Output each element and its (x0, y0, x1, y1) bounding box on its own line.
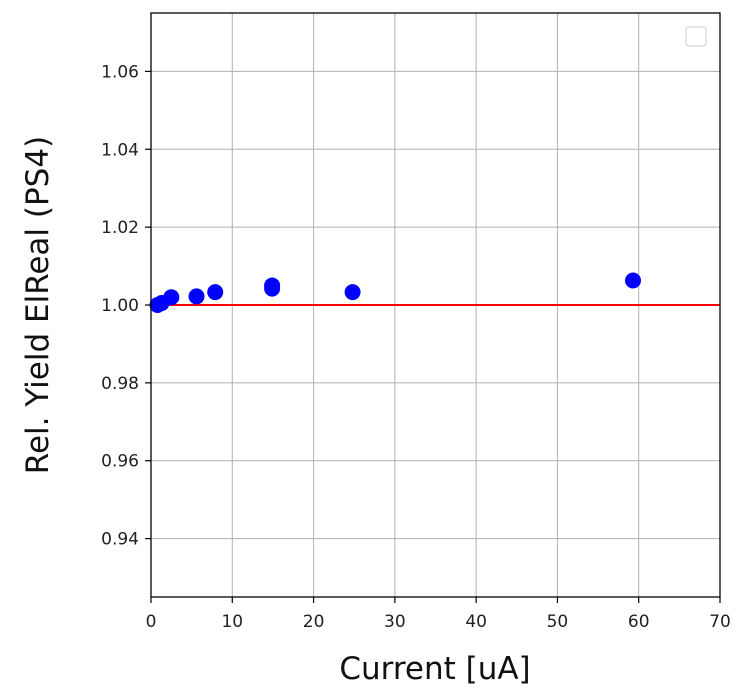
x-tick-label: 40 (465, 612, 487, 632)
y-axis-label: Rel. Yield ElReal (PS4) (20, 136, 56, 474)
legend-box (685, 26, 707, 47)
y-tick-label: 1.00 (101, 296, 139, 316)
x-tick-label: 20 (303, 612, 325, 632)
data-point (264, 277, 281, 294)
y-tick-label: 1.06 (101, 62, 139, 82)
x-tick-label: 10 (221, 612, 243, 632)
y-tick-label: 0.98 (101, 374, 139, 394)
x-tick-label: 70 (709, 612, 731, 632)
data-points (149, 272, 642, 313)
x-tick-label: 30 (384, 612, 406, 632)
data-point (344, 284, 361, 301)
data-point (163, 289, 180, 306)
x-tick-label: 60 (628, 612, 650, 632)
y-tick-label: 1.02 (101, 218, 139, 238)
x-tick-label: 50 (547, 612, 569, 632)
y-tick-label: 0.96 (101, 452, 139, 472)
y-axis-ticks: 0.94 0.96 0.98 1.00 1.02 1.04 1.06 (101, 62, 151, 550)
data-point (207, 284, 224, 301)
x-tick-label: 0 (146, 612, 157, 632)
x-axis-label: Current [uA] (339, 651, 530, 687)
y-tick-label: 0.94 (101, 530, 139, 550)
y-tick-label: 1.04 (101, 140, 139, 160)
data-point (188, 288, 205, 305)
data-point (625, 272, 642, 289)
x-axis-ticks: 0 10 20 30 40 50 60 70 (146, 597, 731, 632)
